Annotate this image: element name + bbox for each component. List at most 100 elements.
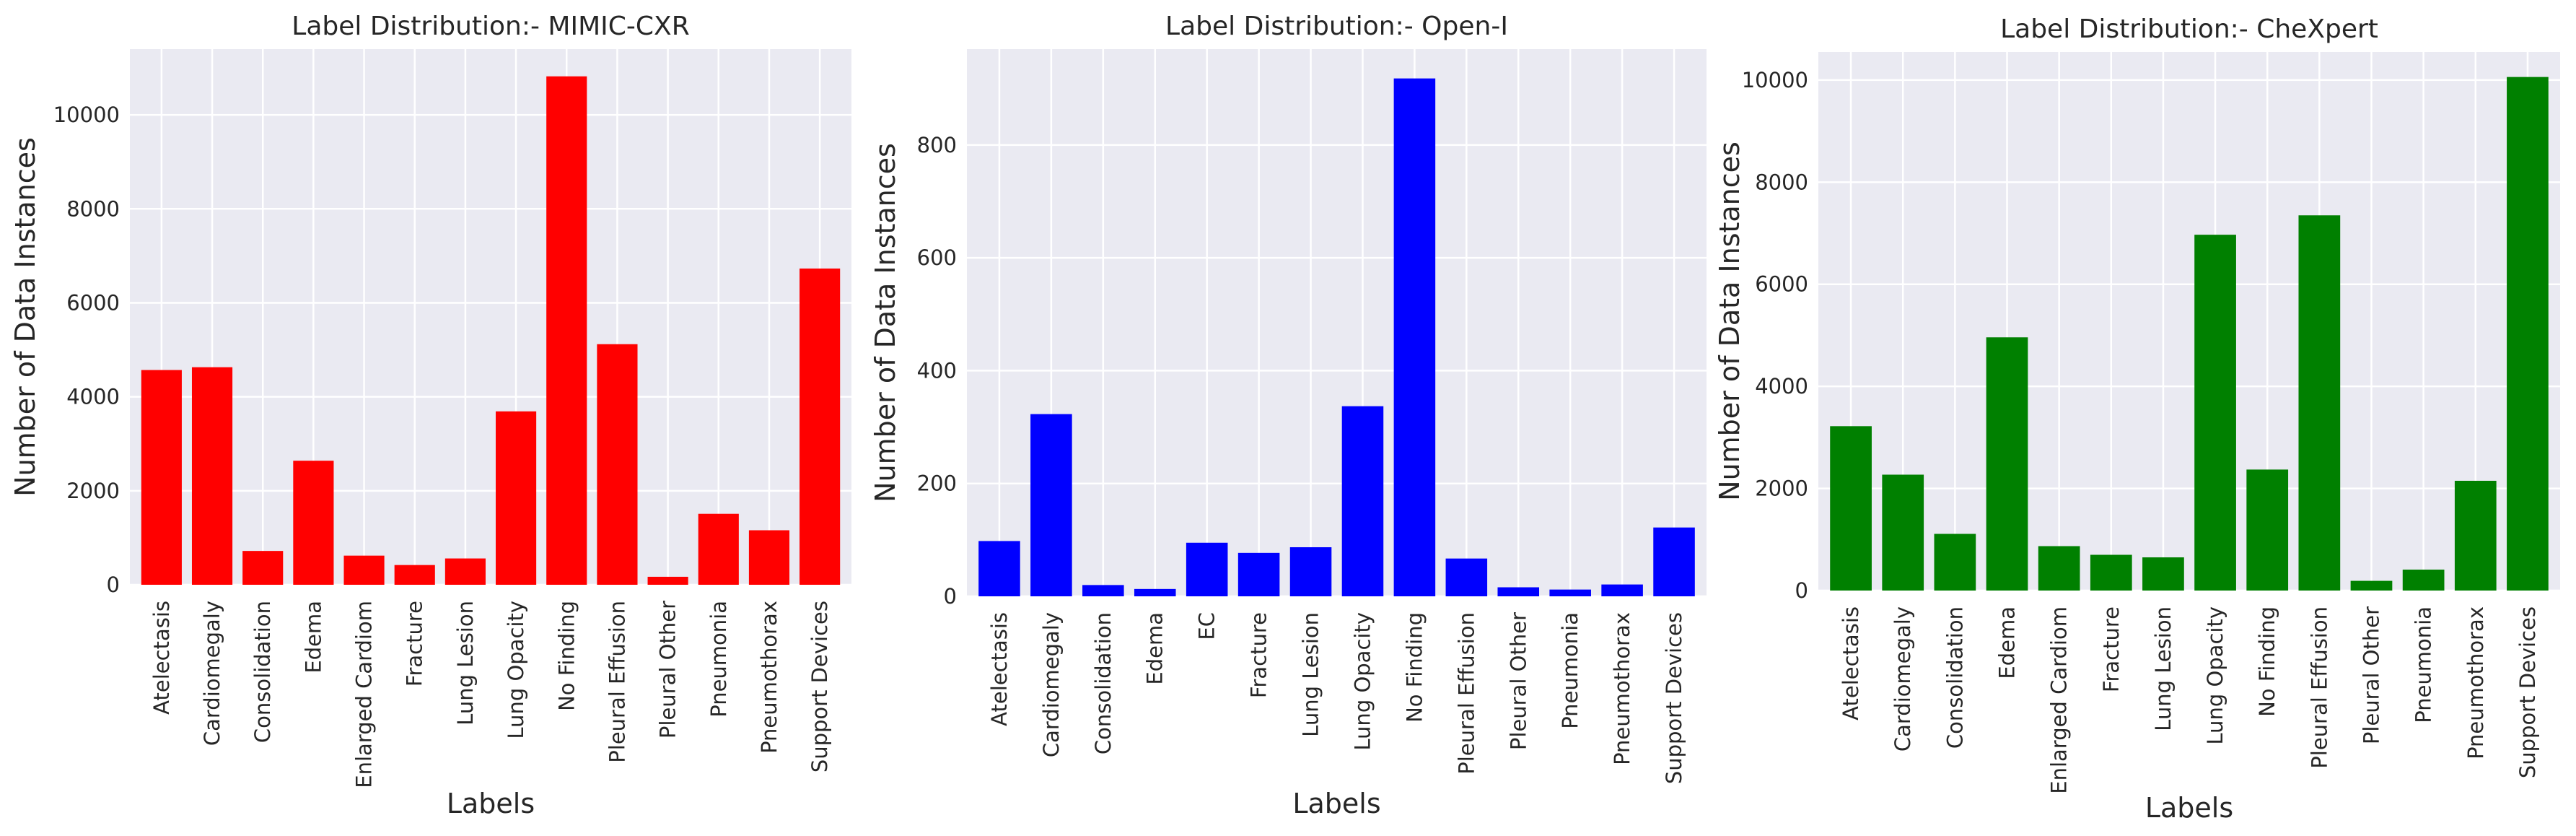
- bar-chexpert-2: [1934, 534, 1976, 591]
- bar-chexpert-3: [1986, 337, 2028, 591]
- x-tick-label: Lung Lesion: [2151, 606, 2176, 731]
- y-axis-label: Number of Data Instances: [9, 137, 41, 497]
- x-tick-label: Consolidation: [1942, 606, 1967, 749]
- bar-mimic-cxr-9: [597, 344, 638, 585]
- bar-open-i-5: [1237, 552, 1280, 596]
- bar-mimic-cxr-5: [394, 565, 435, 585]
- y-tick-label: 8000: [66, 196, 120, 221]
- bar-chexpert-11: [2402, 570, 2445, 591]
- bar-chexpert-6: [2142, 557, 2184, 591]
- x-tick-label: Pneumonia: [706, 601, 731, 718]
- x-tick-label: Pneumothorax: [1610, 612, 1634, 765]
- bar-open-i-11: [1549, 589, 1591, 596]
- bar-mimic-cxr-3: [293, 461, 334, 585]
- bar-chexpert-1: [1882, 474, 1924, 591]
- x-axis-label: Labels: [2145, 792, 2233, 824]
- bar-mimic-cxr-0: [141, 370, 182, 585]
- bar-open-i-8: [1393, 78, 1436, 596]
- x-tick-label: Atelectasis: [987, 612, 1012, 726]
- x-tick-label: No Finding: [554, 601, 579, 711]
- x-tick-label: Lung Opacity: [2203, 606, 2227, 745]
- x-axis-label: Labels: [1292, 788, 1380, 819]
- bar-mimic-cxr-1: [191, 367, 233, 585]
- x-tick-label: Pleural Other: [2359, 606, 2383, 744]
- bar-chexpert-5: [2090, 554, 2132, 591]
- chart-title: Label Distribution:- CheXpert: [2000, 14, 2378, 44]
- x-tick-label: Lung Opacity: [504, 601, 528, 739]
- x-tick-label: Lung Lesion: [1299, 612, 1323, 737]
- bar-mimic-cxr-10: [647, 576, 688, 585]
- plot-area: [967, 49, 1707, 596]
- x-tick-label: Pneumonia: [2411, 606, 2436, 723]
- bar-chexpert-12: [2454, 480, 2497, 591]
- bar-mimic-cxr-12: [748, 530, 790, 585]
- y-tick-label: 4000: [1755, 374, 1808, 399]
- x-tick-label: Lung Opacity: [1350, 612, 1375, 751]
- x-tick-label: Pleural Effusion: [605, 601, 629, 763]
- bar-chexpert-9: [2298, 215, 2341, 591]
- y-tick-label: 10000: [53, 103, 120, 127]
- x-axis-label: Labels: [447, 788, 535, 819]
- x-tick-label: EC: [1195, 612, 1219, 640]
- y-tick-label: 400: [917, 358, 957, 383]
- x-tick-label: Consolidation: [1091, 612, 1116, 754]
- bar-chexpert-0: [1830, 426, 1872, 591]
- x-tick-label: No Finding: [1402, 612, 1427, 723]
- x-tick-label: Cardiomegaly: [200, 601, 224, 746]
- x-tick-label: Pleural Effusion: [2307, 606, 2331, 769]
- x-tick-label: Cardiomegaly: [1891, 606, 1915, 752]
- y-tick-label: 10000: [1742, 68, 1808, 92]
- bar-open-i-10: [1497, 587, 1540, 596]
- bar-mimic-cxr-4: [343, 555, 385, 585]
- y-tick-label: 0: [107, 572, 120, 597]
- bar-open-i-0: [978, 541, 1020, 596]
- x-tick-label: Support Devices: [1662, 612, 1686, 784]
- bar-chexpert-13: [2507, 77, 2549, 591]
- y-tick-label: 0: [944, 584, 957, 609]
- y-axis-label: Number of Data Instances: [1717, 141, 1745, 501]
- bar-open-i-2: [1082, 585, 1124, 596]
- bar-mimic-cxr-7: [496, 411, 537, 585]
- y-tick-label: 800: [917, 133, 957, 157]
- x-tick-label: Pneumothorax: [757, 601, 781, 754]
- x-tick-label: Pleural Other: [656, 601, 680, 739]
- bar-mimic-cxr-6: [444, 558, 486, 585]
- x-tick-label: Pleural Effusion: [1454, 612, 1478, 775]
- x-tick-label: Consolidation: [250, 601, 275, 743]
- chart-title: Label Distribution:- MIMIC-CXR: [292, 12, 689, 41]
- x-tick-label: Fracture: [2099, 606, 2124, 692]
- chart-mimic-cxr: 0 2000 4000 6000 8000 10000 Atelectasis Cardiom…: [9, 12, 851, 819]
- y-tick-label: 200: [917, 471, 957, 496]
- bar-open-i-1: [1030, 414, 1072, 596]
- y-tick-label: 6000: [66, 290, 120, 315]
- y-axis-label: Number of Data Instances: [869, 143, 901, 502]
- y-tick-label: 2000: [1755, 476, 1808, 501]
- x-tick-label: Pneumothorax: [2463, 606, 2488, 759]
- y-tick-label: 0: [1795, 578, 1808, 603]
- x-tick-label: Atelectasis: [149, 601, 174, 715]
- x-tick-label: Fracture: [1247, 612, 1271, 698]
- x-tick-label: No Finding: [2255, 606, 2279, 717]
- x-tick-label: Cardiomegaly: [1039, 612, 1064, 757]
- y-tick-label: 8000: [1755, 170, 1808, 194]
- bar-chexpert-4: [2038, 546, 2080, 591]
- bar-open-i-9: [1445, 558, 1488, 596]
- x-tick-label: Atelectasis: [1839, 606, 1863, 720]
- bar-mimic-cxr-8: [546, 76, 587, 585]
- bar-chexpert-10: [2350, 580, 2393, 591]
- x-tick-label: Lung Lesion: [453, 601, 478, 726]
- x-tick-label: Enlarged Cardiom: [2047, 606, 2072, 794]
- y-tick-label: 6000: [1755, 272, 1808, 297]
- bar-open-i-4: [1186, 542, 1228, 596]
- x-tick-label: Pneumonia: [1558, 612, 1582, 729]
- bar-mimic-cxr-13: [799, 268, 841, 585]
- chart-title: Label Distribution:- Open-I: [1165, 12, 1508, 41]
- x-tick-label: Support Devices: [807, 601, 832, 772]
- bar-chexpert-7: [2194, 235, 2236, 591]
- bar-mimic-cxr-2: [242, 551, 284, 585]
- bar-open-i-3: [1134, 588, 1176, 596]
- y-tick-label: 4000: [66, 385, 120, 409]
- x-tick-label: Edema: [301, 601, 325, 674]
- bar-open-i-13: [1653, 527, 1695, 596]
- plot-area: [130, 49, 851, 585]
